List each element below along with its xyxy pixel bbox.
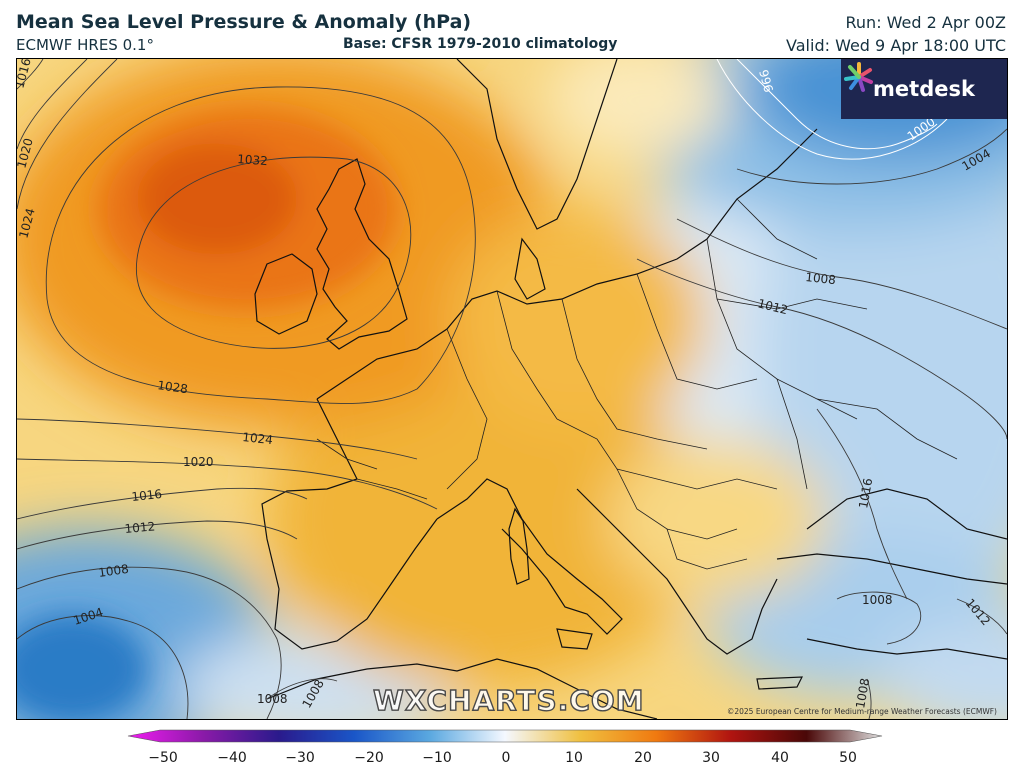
isobar-label: 1028 xyxy=(157,378,189,396)
isobar-label: 1012 xyxy=(124,519,156,536)
valid-time-label: Valid: Wed 9 Apr 18:00 UTC xyxy=(786,36,1006,55)
isobar-1016-east xyxy=(816,408,908,600)
isobar-1008-se xyxy=(836,591,922,645)
isobar-1020 xyxy=(17,59,88,150)
colorbar-tick: −50 xyxy=(148,750,178,766)
coast-ireland xyxy=(254,253,318,335)
isobar-1012 xyxy=(17,520,298,550)
isobar-1008-egypt xyxy=(866,678,872,719)
isobar-1024-south xyxy=(17,418,418,460)
isobar-1032 xyxy=(135,156,412,349)
chart-title: Mean Sea Level Pressure & Anomaly (hPa) xyxy=(16,11,472,33)
isobar-label: 1008 xyxy=(853,677,872,710)
isobar-1008-nafrica xyxy=(266,678,338,700)
isobar-1016 xyxy=(17,59,44,90)
climatology-base-label: Base: CFSR 1979-2010 climatology xyxy=(343,36,618,52)
coast-great-britain xyxy=(316,158,408,350)
coast-iberia xyxy=(261,398,438,650)
coast-turkey xyxy=(776,553,1007,585)
metdesk-wordmark: metdesk xyxy=(873,77,975,101)
isobar-1004 xyxy=(17,615,189,719)
coast-black-sea xyxy=(806,488,1007,540)
borders xyxy=(316,198,958,570)
isobar-label: 1008 xyxy=(257,692,288,706)
coast-corsica-sardinia xyxy=(508,507,530,585)
colorbar-tick: 40 xyxy=(771,750,789,766)
isobar-1008-east xyxy=(676,218,1007,330)
metdesk-flower-icon xyxy=(844,62,873,92)
colorbar-tick: 30 xyxy=(702,750,720,766)
coast-denmark xyxy=(514,237,546,300)
isobar-label: 1032 xyxy=(237,152,268,168)
isobar-label: 1008 xyxy=(862,593,893,607)
wxcharts-watermark: WXCHARTS.COM xyxy=(372,683,645,717)
isobar-1008 xyxy=(17,566,282,719)
pressure-anomaly-map: 1016 1020 1024 1032 1028 1024 1020 1016 … xyxy=(16,58,1008,720)
colorbar-tick: −30 xyxy=(285,750,315,766)
colorbar-tick: 50 xyxy=(839,750,857,766)
coast-north-africa xyxy=(266,658,658,719)
coastlines xyxy=(254,59,1007,719)
isobar-label: 1024 xyxy=(242,430,274,447)
isobar-label: 1020 xyxy=(183,455,214,469)
isobar-label: 1008 xyxy=(805,270,837,287)
colorbar-tick: 10 xyxy=(565,750,583,766)
colorbar-tick: −10 xyxy=(422,750,452,766)
chart-header: Mean Sea Level Pressure & Anomaly (hPa) … xyxy=(0,0,1024,58)
isobar-label: 1016 xyxy=(856,477,875,510)
isobar-996 xyxy=(736,59,938,150)
ecmwf-copyright: ©2025 European Centre for Medium-range W… xyxy=(726,707,997,716)
anomaly-shading xyxy=(17,59,1007,719)
colorbar-tick: −20 xyxy=(354,750,384,766)
isobar-label: 1008 xyxy=(97,562,129,580)
isobar-1028 xyxy=(45,86,476,404)
isobars xyxy=(17,59,1007,719)
isobar-label: 1016 xyxy=(131,487,163,504)
isobar-1012-turkey xyxy=(956,598,1007,635)
isobar-1020-south xyxy=(17,458,438,510)
colorbar-gradient xyxy=(127,729,883,743)
colorbar-tick: 0 xyxy=(501,750,511,766)
model-label: ECMWF HRES 0.1° xyxy=(16,36,154,54)
isobar-1024 xyxy=(17,59,118,210)
coast-sicily xyxy=(556,628,593,650)
colorbar-tick: 20 xyxy=(634,750,652,766)
isobar-1012-east xyxy=(636,258,1007,440)
coast-balkans xyxy=(576,488,778,655)
coast-norway xyxy=(456,59,618,230)
colorbar-tick: −40 xyxy=(217,750,247,766)
isobars-low xyxy=(716,59,948,160)
isobar-1000 xyxy=(716,59,948,160)
map-canvas: 1016 1020 1024 1032 1028 1024 1020 1016 … xyxy=(17,59,1007,719)
isobar-label: 996 xyxy=(756,68,775,94)
coast-italy xyxy=(436,478,623,635)
isobar-1016-south xyxy=(17,487,308,520)
colorbar-scale xyxy=(127,729,883,743)
run-time-label: Run: Wed 2 Apr 00Z xyxy=(845,13,1006,32)
colorbar: −50 −40 −30 −20 −10 0 10 20 30 40 50 xyxy=(0,722,1024,784)
coast-crete xyxy=(756,676,803,690)
metdesk-logo: metdesk xyxy=(841,59,1007,119)
coast-turkey-south xyxy=(806,638,1007,660)
isobar-1004-east xyxy=(736,128,1007,185)
coast-north-europe xyxy=(316,128,818,400)
